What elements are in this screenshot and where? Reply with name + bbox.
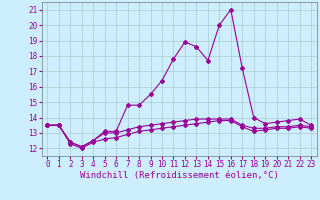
X-axis label: Windchill (Refroidissement éolien,°C): Windchill (Refroidissement éolien,°C): [80, 171, 279, 180]
